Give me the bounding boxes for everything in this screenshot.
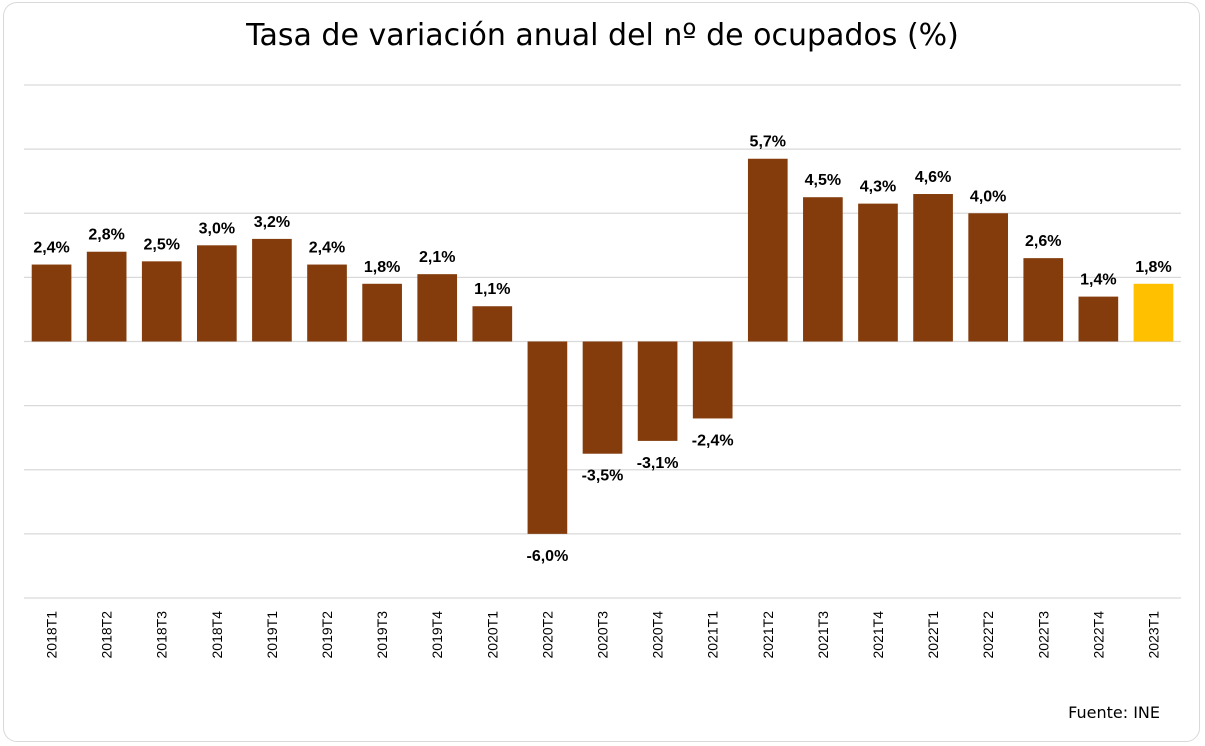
bars xyxy=(31,158,1174,534)
value-label: 1,8% xyxy=(364,259,400,276)
category-label: 2022T2 xyxy=(980,611,996,659)
bar-2018T4 xyxy=(196,245,237,342)
value-label: 2,4% xyxy=(33,240,69,257)
value-label: -3,5% xyxy=(582,468,624,485)
bar-2020T4 xyxy=(637,341,678,441)
bar-2019T3 xyxy=(362,283,402,342)
value-label: -6,0% xyxy=(527,548,569,565)
value-label: -2,4% xyxy=(692,432,734,449)
bar-2018T1 xyxy=(31,264,72,342)
category-label: 2018T3 xyxy=(154,611,170,659)
bar-2021T3 xyxy=(803,197,843,342)
value-label: 5,7% xyxy=(750,134,786,151)
value-label: 4,3% xyxy=(860,179,896,196)
category-label: 2020T1 xyxy=(484,611,500,659)
bar-2019T1 xyxy=(252,238,292,342)
category-labels: 2018T1 2018T2 2018T3 2018T4 2019T1 2019T2 2019… xyxy=(44,611,1162,659)
bar-2021T1 xyxy=(692,341,733,419)
category-label: 2018T2 xyxy=(99,611,115,659)
category-label: 2019T4 xyxy=(429,611,445,659)
category-label: 2021T2 xyxy=(760,611,776,659)
category-label: 2019T2 xyxy=(319,611,335,659)
category-label: 2020T2 xyxy=(539,611,555,659)
value-label: 2,6% xyxy=(1025,233,1061,250)
bar-2018T3 xyxy=(141,261,182,342)
value-label: 2,1% xyxy=(419,249,455,266)
bar-2021T4 xyxy=(858,203,898,342)
category-label: 2021T1 xyxy=(705,611,721,659)
bar-2022T1 xyxy=(913,194,953,342)
value-label: -3,1% xyxy=(637,455,679,472)
value-label: 1,4% xyxy=(1080,272,1116,289)
bar-2022T3 xyxy=(1023,258,1064,342)
category-label: 2022T4 xyxy=(1090,611,1106,659)
bar-2019T4 xyxy=(417,274,458,342)
value-label: 2,5% xyxy=(144,236,180,253)
bar-2022T4 xyxy=(1078,296,1119,342)
value-label: 3,2% xyxy=(254,214,290,231)
category-label: 2018T1 xyxy=(44,611,60,659)
value-label: 3,0% xyxy=(199,220,235,237)
bar-2018T2 xyxy=(86,251,127,342)
category-label: 2021T4 xyxy=(870,611,886,659)
category-label: 2020T4 xyxy=(650,611,666,659)
bar-2021T2 xyxy=(747,158,788,342)
value-label: 2,4% xyxy=(309,240,345,257)
category-label: 2022T1 xyxy=(925,611,941,659)
category-label: 2020T3 xyxy=(595,611,611,659)
value-label: 4,5% xyxy=(805,172,841,189)
category-label: 2023T1 xyxy=(1145,611,1161,659)
value-label: 4,6% xyxy=(915,169,951,186)
category-label: 2019T3 xyxy=(374,611,390,659)
category-label: 2022T3 xyxy=(1035,611,1051,659)
bar-2020T1 xyxy=(472,306,513,342)
bar-2022T2 xyxy=(968,213,1009,342)
bar-2020T3 xyxy=(582,341,623,454)
source-note: Fuente: INE xyxy=(1068,703,1160,722)
bar-2020T2 xyxy=(527,341,568,534)
bar-2023T1 xyxy=(1133,283,1174,342)
value-label: 1,8% xyxy=(1135,259,1171,276)
value-label: 1,1% xyxy=(474,281,510,298)
value-label: 2,8% xyxy=(88,227,124,244)
bar-2019T2 xyxy=(307,264,347,342)
category-label: 2019T1 xyxy=(264,611,280,659)
value-labels: 2,4% 2,8% 2,5% 3,0% 3,2% 2,4% 1,8% 2,1% 1,1% -6,0… xyxy=(33,134,1171,565)
value-label: 4,0% xyxy=(970,188,1006,205)
chart-title: Tasa de variación anual del nº de ocupad… xyxy=(246,18,959,53)
category-label: 2018T4 xyxy=(209,611,225,659)
category-label: 2021T3 xyxy=(815,611,831,659)
